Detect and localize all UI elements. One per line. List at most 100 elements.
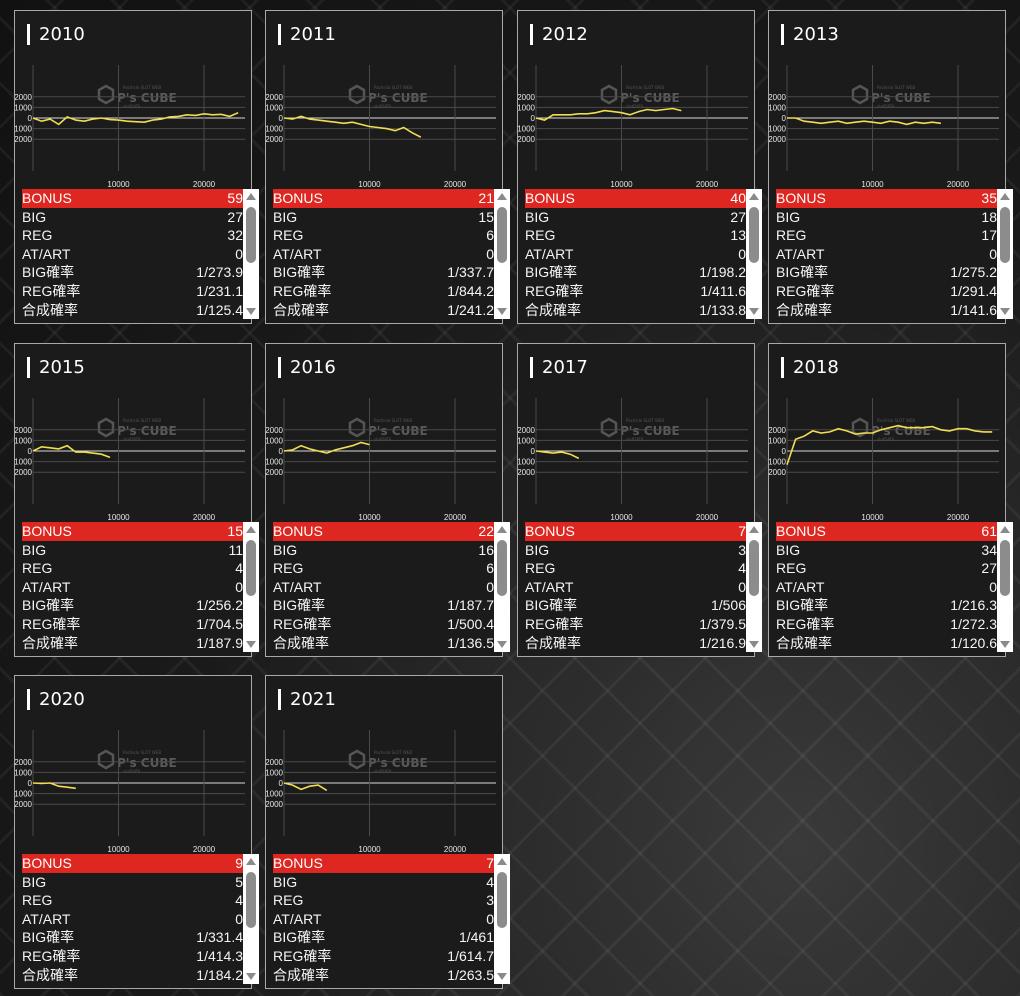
stat-row-bonus: BONUS 15 (22, 522, 243, 541)
stat-row-at: AT/ART 0 (273, 245, 494, 264)
stat-row-bonus: BONUS 9 (22, 854, 243, 873)
scroll-thumb[interactable] (749, 540, 759, 596)
stat-value: 1/614.7 (447, 947, 494, 964)
y-tick-label: 1000 (769, 436, 787, 445)
year-card-2012[interactable]: 2012 P's CUBE Pachislo SLOT WEB slotDATA 200… (517, 10, 762, 324)
stats-table[interactable]: BONUS 15 BIG 11 REG 4 AT/ART 0 BIG確率 1/256.2 REG確率… (22, 522, 243, 652)
scroll-down-arrow-icon[interactable] (497, 641, 507, 648)
scroll-thumb[interactable] (497, 207, 507, 263)
stat-row-reg_p: REG確率 1/291.4 (776, 282, 997, 301)
y-tick-label: -1000 (15, 790, 33, 799)
scroll-up-arrow-icon[interactable] (749, 526, 759, 533)
stats-scrollbar[interactable] (243, 522, 259, 652)
stat-value: 4 (486, 873, 494, 890)
scroll-down-arrow-icon[interactable] (749, 641, 759, 648)
scroll-down-arrow-icon[interactable] (749, 308, 759, 315)
stats-scrollbar[interactable] (494, 189, 510, 319)
stat-label: 合成確率 (525, 634, 581, 651)
stat-row-reg: REG 6 (273, 226, 494, 245)
scroll-down-arrow-icon[interactable] (497, 973, 507, 980)
stat-row-at: AT/ART 0 (776, 578, 997, 597)
stat-row-reg_p: REG確率 1/414.3 (22, 947, 243, 966)
scroll-up-arrow-icon[interactable] (246, 193, 256, 200)
stat-label: 合成確率 (22, 301, 78, 318)
y-tick-label: -1000 (266, 125, 284, 134)
scroll-thumb[interactable] (497, 540, 507, 596)
stats-table[interactable]: BONUS 59 BIG 27 REG 32 AT/ART 0 BIG確率 1/273.9 REG確… (22, 189, 243, 319)
slump-line (32, 444, 111, 459)
watermark-sub2: slotDATA (123, 437, 141, 442)
scroll-up-arrow-icon[interactable] (497, 526, 507, 533)
scroll-up-arrow-icon[interactable] (246, 526, 256, 533)
scroll-down-arrow-icon[interactable] (246, 308, 256, 315)
slump-line (535, 107, 682, 121)
year-card-2011[interactable]: 2011 P's CUBE Pachislo SLOT WEB slotDATA 200… (265, 10, 510, 324)
scroll-down-arrow-icon[interactable] (497, 308, 507, 315)
stats-table[interactable]: BONUS 21 BIG 15 REG 6 AT/ART 0 BIG確率 1/337.7 REG確率… (273, 189, 494, 319)
stat-label: BONUS (525, 190, 575, 206)
year-card-2021[interactable]: 2021 P's CUBE Pachislo SLOT WEB slotDATA 200… (265, 675, 510, 989)
year-card-2010[interactable]: 2010 P's CUBE Pachislo SLOT WEB slotDATA 200… (14, 10, 259, 324)
scroll-up-arrow-icon[interactable] (246, 858, 256, 865)
scroll-down-arrow-icon[interactable] (246, 973, 256, 980)
scroll-thumb[interactable] (1000, 540, 1010, 596)
scroll-down-arrow-icon[interactable] (1000, 308, 1010, 315)
y-tick-label: 2000 (15, 93, 33, 102)
stats-scrollbar[interactable] (746, 189, 762, 319)
stat-row-gou_p: 合成確率 1/125.4 (22, 301, 243, 319)
stats-table[interactable]: BONUS 35 BIG 18 REG 17 AT/ART 0 BIG確率 1/275.2 REG確… (776, 189, 997, 319)
stats-table[interactable]: BONUS 7 BIG 3 REG 4 AT/ART 0 BIG確率 1/506 REG確率 1/37… (525, 522, 746, 652)
stats-scrollbar[interactable] (243, 854, 259, 984)
scroll-thumb[interactable] (246, 207, 256, 263)
year-card-2020[interactable]: 2020 P's CUBE Pachislo SLOT WEB slotDATA 200… (14, 675, 259, 989)
stats-table[interactable]: BONUS 9 BIG 5 REG 4 AT/ART 0 BIG確率 1/331.4 REG確率 1/… (22, 854, 243, 984)
stats-scrollbar[interactable] (997, 522, 1013, 652)
stat-label: 合成確率 (776, 634, 832, 651)
card-year-title: 2012 (530, 24, 588, 45)
scroll-up-arrow-icon[interactable] (497, 193, 507, 200)
stats-scrollbar[interactable] (243, 189, 259, 319)
scroll-down-arrow-icon[interactable] (246, 641, 256, 648)
scroll-thumb[interactable] (749, 207, 759, 263)
scroll-thumb[interactable] (246, 540, 256, 596)
stat-label: REG (776, 560, 807, 577)
year-card-2013[interactable]: 2013 P's CUBE Pachislo SLOT WEB slotDATA 200… (768, 10, 1013, 324)
stat-value: 7 (738, 523, 746, 539)
stats-scrollbar[interactable] (746, 522, 762, 652)
y-tick-label: -2000 (518, 135, 536, 144)
stats-scrollbar[interactable] (997, 189, 1013, 319)
y-tick-label: 1000 (518, 436, 536, 445)
stat-value: 1/125.4 (196, 301, 243, 318)
stat-row-gou_p: 合成確率 1/241.2 (273, 301, 494, 319)
stat-value: 16 (478, 541, 494, 558)
stats-table[interactable]: BONUS 22 BIG 16 REG 6 AT/ART 0 BIG確率 1/187.7 REG確率… (273, 522, 494, 652)
y-tick-label: -2000 (769, 135, 787, 144)
stat-row-big: BIG 16 (273, 541, 494, 560)
scroll-thumb[interactable] (246, 872, 256, 928)
stats-table[interactable]: BONUS 7 BIG 4 REG 3 AT/ART 0 BIG確率 1/461 REG確率 1/61… (273, 854, 494, 984)
stats-scrollbar[interactable] (494, 522, 510, 652)
year-card-2017[interactable]: 2017 P's CUBE Pachislo SLOT WEB slotDATA 200… (517, 343, 762, 657)
stat-label: BIG確率 (22, 929, 75, 946)
scroll-up-arrow-icon[interactable] (1000, 193, 1010, 200)
x-tick-label: 20000 (193, 180, 216, 189)
year-card-2016[interactable]: 2016 P's CUBE Pachislo SLOT WEB slotDATA 200… (265, 343, 510, 657)
scroll-thumb[interactable] (497, 872, 507, 928)
scroll-up-arrow-icon[interactable] (749, 193, 759, 200)
year-card-2018[interactable]: 2018 P's CUBE Pachislo SLOT WEB slotDATA 200… (768, 343, 1013, 657)
y-tick-label: -1000 (15, 458, 33, 467)
scroll-down-arrow-icon[interactable] (1000, 641, 1010, 648)
year-card-2015[interactable]: 2015 P's CUBE Pachislo SLOT WEB slotDATA 200… (14, 343, 259, 657)
stats-table[interactable]: BONUS 61 BIG 34 REG 27 AT/ART 0 BIG確率 1/216.3 REG確… (776, 522, 997, 652)
x-tick-label: 20000 (193, 513, 216, 522)
scroll-up-arrow-icon[interactable] (497, 858, 507, 865)
scroll-up-arrow-icon[interactable] (1000, 526, 1010, 533)
stats-scrollbar[interactable] (494, 854, 510, 984)
scroll-thumb[interactable] (1000, 207, 1010, 263)
stat-value: 1/256.2 (196, 597, 243, 614)
stats-table[interactable]: BONUS 40 BIG 27 REG 13 AT/ART 0 BIG確率 1/198.2 REG確… (525, 189, 746, 319)
watermark-sub: Pachislo SLOT WEB (877, 85, 915, 90)
stat-row-big_p: BIG確率 1/331.4 (22, 928, 243, 947)
